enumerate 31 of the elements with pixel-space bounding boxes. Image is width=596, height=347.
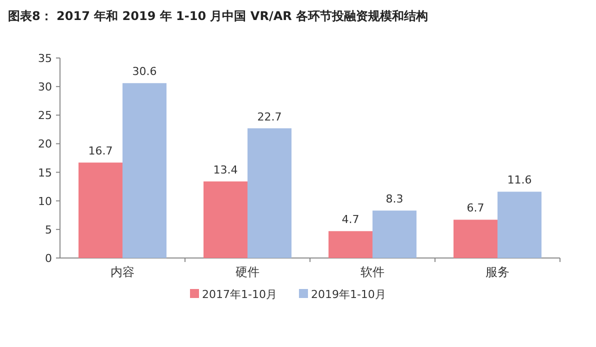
data-label: 4.7: [342, 213, 360, 226]
x-tick-label: 服务: [486, 265, 510, 279]
data-label: 6.7: [466, 202, 484, 215]
y-tick-label: 30: [38, 80, 52, 94]
bar: [248, 128, 292, 258]
y-tick-label: 5: [45, 223, 52, 236]
x-tick-label: 软件: [360, 265, 384, 279]
data-label: 30.6: [132, 65, 157, 78]
y-tick-label: 20: [38, 138, 52, 151]
x-tick-label: 内容: [110, 265, 134, 279]
y-tick-label: 0: [45, 252, 52, 265]
data-label: 13.4: [213, 163, 238, 176]
bar: [372, 210, 416, 258]
bar: [498, 192, 542, 258]
legend-label: 2017年1-10月: [202, 288, 277, 301]
legend-label: 2019年1-10月: [310, 288, 386, 301]
data-label: 16.7: [88, 144, 113, 158]
bar: [204, 181, 248, 258]
data-label: 8.3: [386, 192, 404, 206]
bar: [78, 162, 122, 258]
bar: [328, 231, 372, 258]
y-tick-label: 35: [38, 52, 52, 65]
y-tick-label: 10: [38, 194, 52, 208]
y-tick-label: 25: [38, 109, 52, 122]
data-label: 22.7: [257, 110, 282, 124]
data-label: 11.6: [507, 174, 532, 187]
bar: [454, 220, 498, 258]
bar: [122, 83, 166, 258]
chart-title: 图表8： 2017 年和 2019 年 1-10 月中国 VR/AR 各环节投融资规模和结构: [8, 9, 428, 23]
x-tick-label: 硬件: [236, 265, 260, 279]
y-tick-label: 15: [38, 166, 52, 180]
